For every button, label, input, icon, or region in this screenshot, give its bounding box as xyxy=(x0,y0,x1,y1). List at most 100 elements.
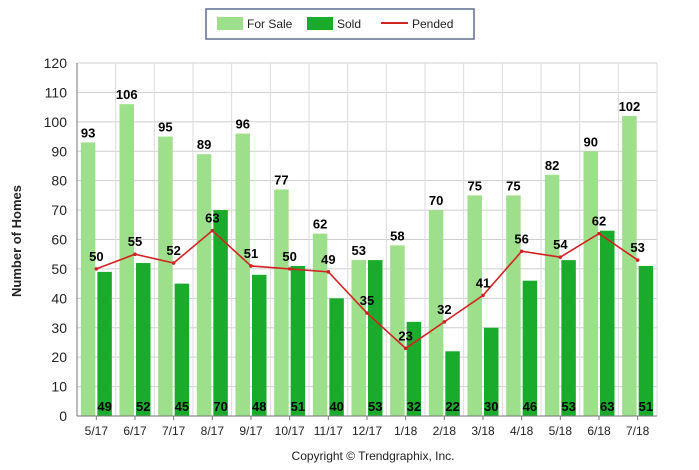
bar-sold xyxy=(252,274,267,416)
data-label-pended: 50 xyxy=(89,249,103,264)
data-label-pended: 62 xyxy=(592,214,606,229)
axis-layer: 0 10 20 30 40 50 60 70 80 90 100 110 120 5/17 6/17 7/17… xyxy=(44,55,657,438)
bar-sold xyxy=(484,327,499,416)
pended-point xyxy=(133,252,137,257)
y-tick-label: 0 xyxy=(59,408,67,424)
data-label-pended: 41 xyxy=(476,275,490,290)
data-label-pended: 51 xyxy=(244,246,258,261)
bar-for-sale xyxy=(544,174,560,416)
y-tick-label: 120 xyxy=(44,55,68,71)
bar-sold xyxy=(329,298,344,416)
data-label-pended: 52 xyxy=(166,243,180,258)
data-label-sold: 48 xyxy=(252,399,266,414)
data-label-sold: 53 xyxy=(561,399,575,414)
bar-sold xyxy=(97,271,112,416)
bar-for-sale xyxy=(196,154,212,417)
pended-point xyxy=(442,320,447,324)
y-tick-label: 60 xyxy=(51,232,67,248)
bar-for-sale xyxy=(467,195,482,416)
y-axis-label: Number of Homes xyxy=(9,185,24,297)
data-label-sold: 46 xyxy=(523,399,537,414)
data-label-sold: 63 xyxy=(600,399,614,414)
data-label-sold: 49 xyxy=(97,399,111,414)
bar-for-sale xyxy=(235,133,250,416)
y-tick-label: 50 xyxy=(51,261,67,277)
legend-label-sold: Sold xyxy=(337,17,361,31)
x-tick-label: 7/17 xyxy=(162,424,186,438)
data-label-for-sale: 102 xyxy=(619,99,641,114)
bar-for-sale xyxy=(428,210,444,416)
pended-point xyxy=(210,228,215,233)
data-label-for-sale: 70 xyxy=(429,193,443,208)
data-label-pended: 35 xyxy=(360,293,374,308)
pended-point xyxy=(481,293,485,298)
pended-point xyxy=(403,346,408,351)
data-label-pended: 53 xyxy=(630,240,644,255)
y-tick-label: 90 xyxy=(51,143,67,159)
data-label-for-sale: 93 xyxy=(81,125,95,140)
bar-sold xyxy=(638,265,654,416)
data-label-sold: 51 xyxy=(291,399,305,414)
data-label-pended: 50 xyxy=(282,249,296,264)
pended-point xyxy=(635,258,640,262)
data-label-for-sale: 89 xyxy=(197,137,211,152)
x-tick-label: 5/18 xyxy=(549,424,573,438)
x-tick-label: 7/18 xyxy=(626,424,650,438)
data-label-for-sale: 95 xyxy=(158,120,172,135)
data-label-for-sale: 53 xyxy=(352,243,366,258)
x-tick-label: 6/17 xyxy=(123,424,147,438)
data-label-for-sale: 90 xyxy=(584,134,598,149)
pended-point xyxy=(597,231,601,236)
legend-swatch-sold xyxy=(307,17,333,30)
y-tick-label: 100 xyxy=(44,114,68,130)
data-label-sold: 70 xyxy=(213,399,227,414)
pended-point xyxy=(519,249,524,254)
pended-point xyxy=(558,255,563,259)
data-label-pended: 23 xyxy=(398,328,412,343)
data-label-sold: 52 xyxy=(136,399,150,414)
legend-swatch-for-sale xyxy=(217,17,243,30)
x-tick-label: 1/18 xyxy=(394,424,418,438)
bar-for-sale xyxy=(312,233,328,416)
x-tick-label: 5/17 xyxy=(85,424,109,438)
pended-point xyxy=(287,267,292,271)
data-label-for-sale: 82 xyxy=(545,158,559,173)
bar-for-sale xyxy=(583,151,598,416)
legend-label-for-sale: For Sale xyxy=(247,17,293,31)
bar-sold xyxy=(290,265,306,416)
y-tick-label: 80 xyxy=(51,173,67,189)
pended-point xyxy=(249,264,253,268)
data-label-pended: 54 xyxy=(553,237,568,252)
data-label-for-sale: 75 xyxy=(468,178,482,193)
pended-point xyxy=(94,267,99,271)
data-label-for-sale: 96 xyxy=(236,117,250,132)
data-label-sold: 22 xyxy=(445,399,459,414)
line-layer xyxy=(94,228,640,351)
bar-for-sale xyxy=(351,260,366,416)
data-label-pended: 49 xyxy=(321,252,335,267)
bar-sold xyxy=(136,263,151,416)
y-tick-label: 110 xyxy=(45,84,68,100)
legend: For Sale Sold Pended xyxy=(205,8,475,40)
copyright-text: Copyright © Trendgraphix, Inc. xyxy=(292,449,455,463)
data-label-pended: 56 xyxy=(514,231,528,246)
x-tick-label: 11/17 xyxy=(314,424,343,438)
y-tick-label: 20 xyxy=(51,349,67,365)
bar-sold xyxy=(445,351,460,416)
data-label-pended: 55 xyxy=(128,234,142,249)
bar-for-sale xyxy=(390,245,405,416)
x-tick-label: 3/18 xyxy=(471,424,495,438)
y-tick-label: 70 xyxy=(51,202,67,218)
bar-sold xyxy=(368,260,383,416)
bar-for-sale xyxy=(506,195,521,416)
bar-sold xyxy=(561,260,576,416)
bar-sold xyxy=(174,283,190,416)
data-label-for-sale: 75 xyxy=(506,178,520,193)
data-label-for-sale: 62 xyxy=(313,217,327,232)
data-label-pended: 63 xyxy=(205,211,219,226)
x-tick-label: 9/17 xyxy=(239,424,263,438)
data-label-sold: 30 xyxy=(484,399,498,414)
legend-label-pended: Pended xyxy=(412,17,453,31)
